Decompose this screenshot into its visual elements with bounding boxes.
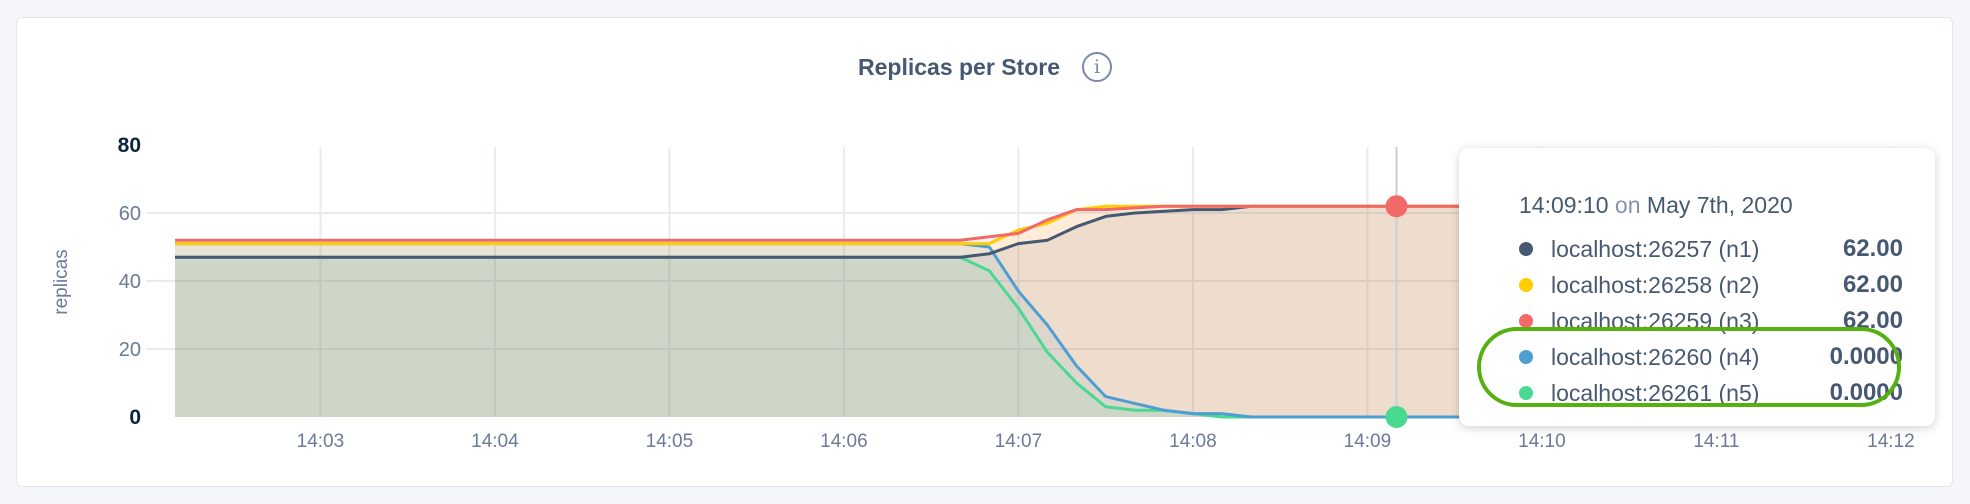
chart-title-row: Replicas per Store i (0, 52, 1970, 82)
hover-layer (1385, 147, 1408, 428)
info-circle-icon[interactable]: i (1081, 52, 1112, 82)
series-dot-icon (1519, 350, 1533, 364)
x-axis: 14:03 14:04 14:05 14:06 14:07 14:08 14:09 14:10… (297, 431, 1915, 452)
chart-title: Replicas per Store (858, 53, 1060, 80)
y-tick-label: 40 (119, 271, 141, 293)
tooltip-row: localhost:26257 (n1) 62.00 (1519, 231, 1935, 267)
x-tick-label: 14:03 (297, 431, 345, 452)
x-tick-label: 14:07 (995, 431, 1043, 452)
tooltip-series-label: localhost:26261 (n5) (1551, 379, 1760, 406)
chart-tooltip: 14:09:10 on May 7th, 2020 localhost:2625… (1459, 148, 1935, 426)
tooltip-date: May 7th, 2020 (1646, 192, 1793, 218)
y-axis-label: replicas (51, 249, 72, 314)
tooltip-header: 14:09:10 on May 7th, 2020 (1519, 192, 1935, 219)
tooltip-series-value: 62.00 (1842, 235, 1903, 262)
series-line-n3[interactable] (175, 204, 1920, 242)
x-tick-label: 14:10 (1518, 431, 1566, 452)
series-dot-icon (1519, 278, 1533, 292)
tooltip-series-label: localhost:26260 (n4) (1551, 343, 1760, 370)
x-tick-label: 14:09 (1344, 431, 1392, 452)
highlight-annotation (1477, 327, 1901, 407)
y-tick-label: 60 (119, 203, 141, 225)
hover-point (1385, 195, 1408, 218)
tooltip-time: 14:09:10 (1519, 192, 1609, 218)
hover-point (1385, 406, 1408, 428)
tooltip-series-label: localhost:26258 (n2) (1551, 271, 1760, 298)
x-tick-label: 14:12 (1867, 431, 1915, 452)
y-tick-label: 80 (118, 134, 141, 157)
series-dot-icon (1519, 386, 1533, 400)
y-tick-label: 20 (119, 339, 141, 361)
series-area-n5 (175, 257, 1920, 417)
tooltip-row: localhost:26258 (n2) 62.00 (1519, 267, 1935, 303)
x-tick-label: 14:08 (1169, 431, 1217, 452)
tooltip-series-value: 62.00 (1842, 271, 1903, 298)
series-dot-icon (1519, 314, 1533, 328)
x-tick-label: 14:11 (1693, 431, 1739, 452)
x-tick-label: 14:04 (471, 431, 519, 452)
y-axis: 0 20 40 60 80 (118, 134, 141, 429)
series-area-n4 (175, 243, 1920, 417)
y-tick-label: 0 (129, 406, 141, 429)
series-line-n1[interactable] (175, 204, 1920, 259)
tooltip-on: on (1614, 192, 1641, 218)
series-lines (175, 204, 1920, 419)
tooltip-series-label: localhost:26257 (n1) (1551, 235, 1760, 262)
series-dot-icon (1519, 242, 1533, 256)
series-line-n4[interactable] (175, 242, 1920, 419)
x-tick-label: 14:06 (820, 431, 868, 452)
x-tick-label: 14:05 (646, 431, 694, 452)
